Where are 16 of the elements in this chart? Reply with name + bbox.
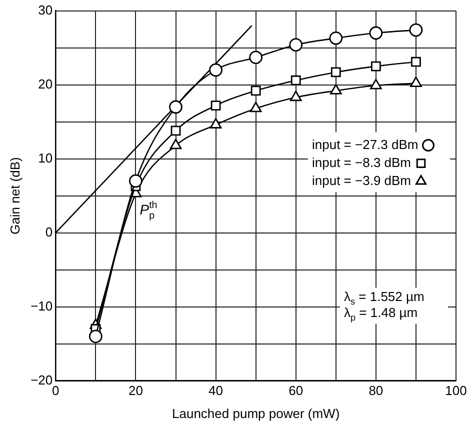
y-tick-label: 20 bbox=[38, 76, 53, 92]
x-axis-title: Launched pump power (mW) bbox=[172, 406, 340, 421]
y-tick-label: −20 bbox=[30, 372, 53, 388]
x-tick-label: 100 bbox=[445, 383, 467, 398]
x-tick-label: 20 bbox=[128, 383, 143, 398]
y-tick-label: −10 bbox=[30, 298, 53, 314]
legend-label: input = −3.9 dBm bbox=[312, 172, 412, 188]
y-axis-title: Gain net (dB) bbox=[7, 157, 22, 234]
y-tick-label: 30 bbox=[38, 2, 53, 18]
x-tick-label: 60 bbox=[288, 383, 304, 398]
x-tick-label: 80 bbox=[368, 383, 384, 398]
y-tick-label: 10 bbox=[38, 150, 53, 166]
y-tick-label: 0 bbox=[45, 224, 53, 240]
legend-label: input = −8.3 dBm bbox=[312, 154, 412, 170]
legend-label: input = −27.3 dBm bbox=[312, 136, 418, 152]
x-tick-label: 40 bbox=[208, 383, 224, 398]
